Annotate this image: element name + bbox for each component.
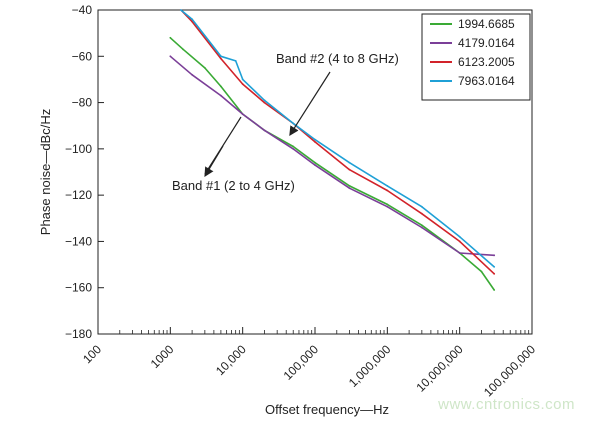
- data-point: [234, 60, 237, 62]
- data-point: [493, 289, 496, 291]
- annotation-band1: Band #1 (2 to 4 GHz): [172, 178, 295, 193]
- x-axis-title: Offset frequency—Hz: [265, 402, 389, 417]
- data-point: [386, 205, 389, 208]
- x-tick-label: 1000: [148, 342, 177, 371]
- legend-label: 1994.6685: [458, 17, 515, 31]
- data-point: [263, 101, 266, 104]
- series-line-4179.0164: [169, 55, 495, 257]
- data-point: [241, 113, 244, 116]
- y-tick-label: −80: [72, 96, 93, 110]
- data-point: [458, 235, 461, 238]
- annotation-band1-line: [204, 116, 242, 175]
- data-point: [314, 161, 316, 164]
- data-point: [420, 224, 423, 227]
- data-point: [348, 184, 351, 187]
- y-tick-label: −60: [72, 49, 93, 63]
- x-tick-label: 10,000,000: [413, 342, 466, 395]
- legend: 1994.6685 4179.0164 6123.2005 7963.0164: [421, 13, 531, 101]
- y-tick-label: −120: [65, 188, 92, 202]
- watermark: www.cntronics.com: [438, 396, 575, 413]
- data-point: [203, 66, 206, 69]
- series-layer: [169, 9, 496, 291]
- data-point: [292, 147, 295, 150]
- data-point: [219, 57, 222, 60]
- x-tick-label: 100: [80, 342, 104, 366]
- annotation-band2: Band #2 (4 to 8 GHz): [276, 51, 399, 66]
- series-line-6123.2005: [180, 9, 495, 275]
- data-point: [386, 189, 389, 192]
- data-point: [420, 205, 423, 208]
- annotations: Band #2 (4 to 8 GHz) Band #1 (2 to 4 GHz): [172, 51, 399, 193]
- data-point: [169, 36, 172, 39]
- data-point: [182, 48, 184, 51]
- data-point: [180, 9, 182, 11]
- y-tick-label: −100: [65, 142, 92, 156]
- data-point: [191, 18, 194, 21]
- data-point: [386, 184, 389, 187]
- legend-label: 4179.0164: [458, 36, 515, 50]
- data-point: [458, 240, 461, 243]
- data-point: [493, 265, 496, 268]
- data-point: [241, 78, 244, 81]
- data-point: [348, 161, 351, 164]
- x-tick-label: 100,000: [281, 342, 322, 383]
- y-tick-label: −160: [65, 281, 92, 295]
- y-tick-label: −40: [72, 3, 93, 17]
- y-tick-label: −140: [65, 234, 92, 248]
- data-point: [292, 145, 295, 148]
- x-tick-label: 10,000: [213, 342, 249, 378]
- data-point: [169, 55, 172, 58]
- data-point: [348, 168, 351, 171]
- data-point: [314, 164, 316, 166]
- data-point: [458, 252, 461, 254]
- data-point: [292, 122, 295, 125]
- data-point: [241, 83, 244, 85]
- x-tick-label: 1,000,000: [346, 342, 394, 390]
- data-point: [263, 129, 266, 132]
- annotation-band2-arrow: [289, 71, 331, 136]
- y-axis-title: Phase noise—dBc/Hz: [38, 109, 53, 235]
- data-point: [314, 138, 316, 141]
- data-point: [493, 254, 496, 257]
- data-point: [420, 226, 423, 229]
- data-point: [480, 270, 483, 273]
- data-point: [314, 141, 316, 143]
- legend-label: 6123.2005: [458, 55, 515, 69]
- data-point: [219, 55, 222, 58]
- x-tick-label: 100,000,000: [481, 342, 538, 399]
- data-point: [263, 99, 266, 102]
- legend-box: [421, 13, 531, 101]
- y-tick-label: −180: [65, 327, 92, 341]
- data-point: [348, 187, 351, 190]
- legend-label: 7963.0164: [458, 74, 515, 88]
- data-point: [493, 272, 496, 275]
- annotation-band1-arrow: [204, 145, 224, 178]
- data-point: [219, 94, 222, 97]
- data-point: [420, 212, 423, 215]
- data-point: [386, 203, 389, 206]
- data-point: [191, 73, 194, 76]
- data-point: [219, 85, 222, 88]
